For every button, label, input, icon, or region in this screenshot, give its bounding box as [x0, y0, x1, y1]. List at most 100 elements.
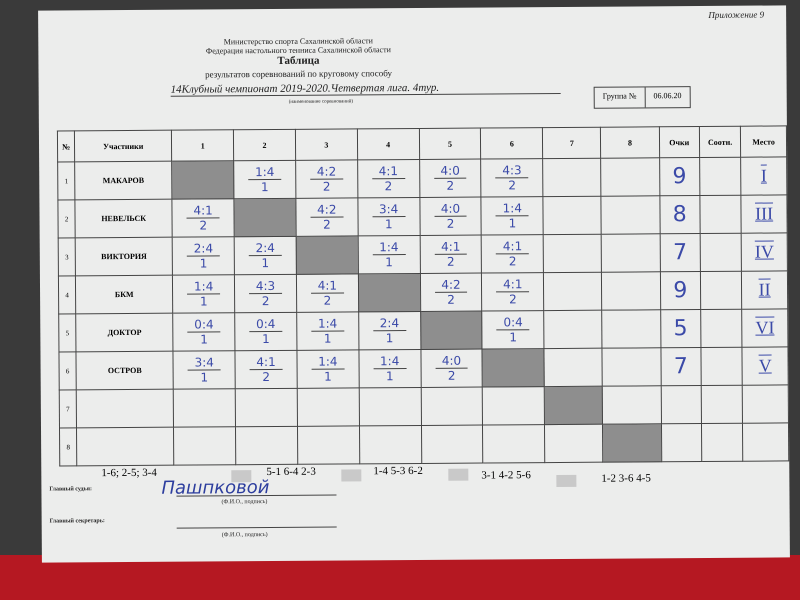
match-points: 2 [384, 179, 393, 194]
match-score: 4:0 2 [421, 353, 482, 383]
table-row: 4 БКМ 1:4 1 4:3 2 4:1 2 4:2 2 4:1 2 9 II [58, 270, 788, 314]
column-header: 3 [295, 128, 358, 161]
points-cell: 8 [659, 195, 701, 234]
game-score: 2:4 [372, 316, 406, 332]
score-cell: 4:1 2 [235, 350, 298, 389]
score-cell: 4:0 2 [419, 197, 482, 236]
match-score: 1:4 1 [482, 201, 543, 230]
participant-name: БКМ [75, 275, 173, 314]
column-header: Участники [74, 130, 172, 162]
schedule-round-4: 3-1 4-2 5-6 [481, 469, 531, 482]
match-points: 2 [323, 293, 332, 308]
secretary-label: Главный секретарь: [49, 518, 105, 525]
match-score: 4:0 2 [420, 163, 481, 193]
points-cell: 5 [660, 309, 701, 348]
game-score: 3:4 [372, 202, 406, 218]
column-header: Место [740, 125, 787, 158]
match-score: 3:4 1 [358, 202, 419, 231]
match-score: 4:1 2 [482, 277, 543, 306]
score-cell [543, 196, 602, 235]
schedule-round-3: 1-4 5-3 6-2 [373, 464, 423, 478]
schedule-swatch [448, 468, 469, 481]
secretary-note: (Ф.И.О., подпись) [221, 532, 268, 539]
match-points: 1 [385, 369, 394, 384]
score-cell [543, 234, 602, 273]
table-row: 5 ДОКТОР 0:4 1 0:4 1 1:4 1 2:4 1 0:4 1 5 VI [58, 308, 788, 352]
schedule-round-2: 5-1 6-4 2-3 [266, 465, 316, 479]
score-cell [543, 272, 603, 311]
match-points: 2 [446, 178, 455, 193]
score-cell [601, 233, 660, 273]
points-cell: 7 [660, 347, 702, 386]
place-value: I [760, 165, 767, 186]
match-points: 2 [508, 254, 517, 269]
score-cell [601, 157, 660, 197]
game-score: 1:4 [495, 201, 529, 217]
points-value: 9 [672, 164, 687, 190]
score-cell: 1:4 1 [172, 274, 235, 314]
table-row: 6 ОСТРОВ 3:4 1 4:1 2 1:4 1 1:4 1 4:0 2 7 V [58, 346, 789, 390]
game-score: 4:0 [433, 201, 467, 217]
score-cell [543, 310, 603, 349]
score-cell [602, 309, 661, 349]
score-cell [421, 425, 484, 464]
match-score: 0:4 1 [173, 317, 234, 346]
match-points: 2 [323, 217, 331, 232]
score-cell [602, 385, 662, 425]
schedule-round-5: 1-2 3-6 4-5 [601, 472, 651, 485]
match-score: 4:1 2 [236, 354, 297, 384]
score-cell [542, 158, 602, 197]
match-score: 1:4 1 [234, 164, 295, 194]
score-cell: 4:1 2 [357, 159, 420, 198]
column-header: Очки [658, 126, 700, 158]
score-cell: 2:4 1 [172, 236, 235, 276]
participant-name: МАКАРОВ [74, 161, 173, 200]
match-points: 1 [508, 216, 517, 231]
game-score: 1:4 [311, 354, 345, 370]
game-score: 0:4 [496, 315, 530, 331]
results-sheet: Приложение 9 Министерство спорта Сахалин… [38, 5, 790, 563]
participant-name: ОСТРОВ [76, 351, 174, 390]
competition-name: 14Клубный чемпионат 2019-2020.Четвертая … [170, 80, 561, 97]
match-score: 0:4 1 [235, 316, 296, 346]
score-cell: 4:0 2 [420, 349, 483, 388]
results-table: № Участники 1 2 3 4 5 6 7 8 Очки Соотн. Место 1 МАКАР… [57, 125, 789, 466]
game-score: 4:0 [435, 353, 468, 369]
points-value: 7 [672, 240, 688, 266]
score-cell [358, 387, 422, 426]
match-points: 1 [324, 369, 332, 384]
match-score: 1:4 1 [297, 316, 358, 346]
score-cell [173, 426, 236, 466]
match-score: 2:4 1 [173, 241, 234, 270]
match-points: 1 [199, 256, 208, 271]
game-score: 1:4 [372, 240, 406, 256]
match-points: 1 [323, 331, 332, 346]
table-row: 8 [59, 422, 789, 466]
score-cell: 1:4 1 [296, 311, 359, 351]
row-number: 6 [58, 351, 77, 390]
shaded-cell [420, 311, 483, 350]
competition-note: (наименование соревнований) [288, 99, 354, 105]
game-score: 4:1 [496, 239, 530, 255]
score-cell: 1:4 1 [233, 160, 296, 199]
match-points: 1 [199, 294, 208, 309]
score-cell [420, 387, 483, 426]
ratio-cell [700, 271, 742, 310]
score-cell: 4:3 2 [234, 274, 297, 313]
score-cell [482, 386, 545, 426]
ratio-cell [701, 423, 743, 462]
ratio-cell [701, 385, 743, 424]
place-value: VI [755, 317, 775, 338]
score-cell [297, 387, 360, 427]
participant-name [76, 427, 175, 466]
game-score: 4:1 [186, 203, 220, 219]
game-score: 4:2 [434, 277, 468, 293]
game-score: 4:3 [249, 278, 282, 295]
match-score: 4:3 2 [482, 163, 543, 192]
column-header: № [57, 130, 75, 162]
score-cell [359, 425, 422, 464]
game-score: 3:4 [187, 355, 221, 371]
score-cell: 4:1 2 [172, 198, 235, 238]
match-score: 4:0 2 [420, 201, 481, 231]
participant-name: ДОКТОР [75, 313, 174, 352]
